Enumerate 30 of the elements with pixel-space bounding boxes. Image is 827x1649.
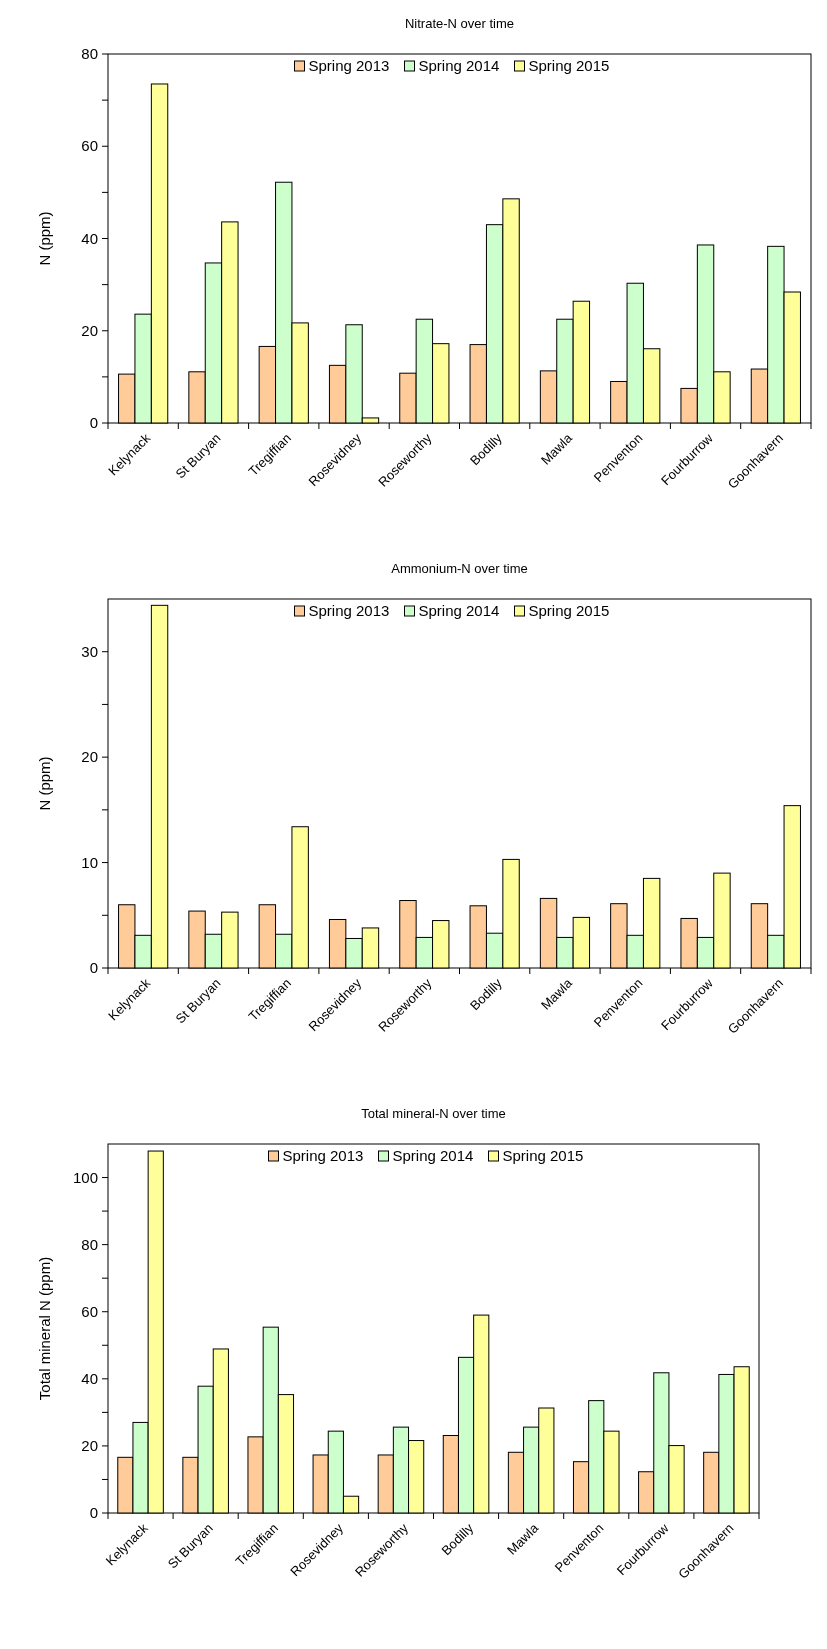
y-tick-label: 100: [72, 1168, 98, 1186]
y-tick-label: 60: [81, 137, 98, 155]
y-tick-label: 20: [81, 1436, 98, 1454]
legend-label: Spring 2015: [528, 602, 610, 619]
chart-title: Ammonium-N over time: [391, 561, 528, 576]
y-tick-label: 0: [89, 414, 98, 431]
y-tick-label: 10: [81, 853, 98, 871]
y-tick-label: 80: [81, 45, 98, 62]
y-axis-title: Total mineral N (ppm): [36, 1256, 53, 1401]
y-tick-label: 80: [81, 1235, 98, 1253]
legend-label: Spring 2015: [502, 1147, 584, 1164]
y-axis-title: N (ppm): [36, 756, 53, 811]
y-axis-title: N (ppm): [36, 211, 53, 266]
y-tick-label: 40: [81, 1369, 98, 1387]
y-tick-label: 20: [81, 748, 98, 766]
y-tick-label: 0: [89, 959, 98, 976]
y-tick-label: 30: [81, 642, 98, 660]
legend-label: Spring 2014: [392, 1147, 474, 1164]
legend-label: Spring 2013: [308, 57, 390, 74]
legend-label: Spring 2013: [282, 1147, 364, 1164]
chart-title: Total mineral-N over time: [361, 1106, 506, 1121]
legend-label: Spring 2013: [308, 602, 390, 619]
legend-label: Spring 2014: [418, 602, 500, 619]
y-tick-label: 0: [89, 1504, 98, 1521]
legend-label: Spring 2015: [528, 57, 610, 74]
chart-title: Nitrate-N over time: [404, 16, 515, 31]
y-tick-label: 40: [81, 229, 98, 247]
y-tick-label: 60: [81, 1302, 98, 1320]
y-tick-label: 20: [81, 321, 98, 339]
legend-label: Spring 2014: [418, 57, 500, 74]
